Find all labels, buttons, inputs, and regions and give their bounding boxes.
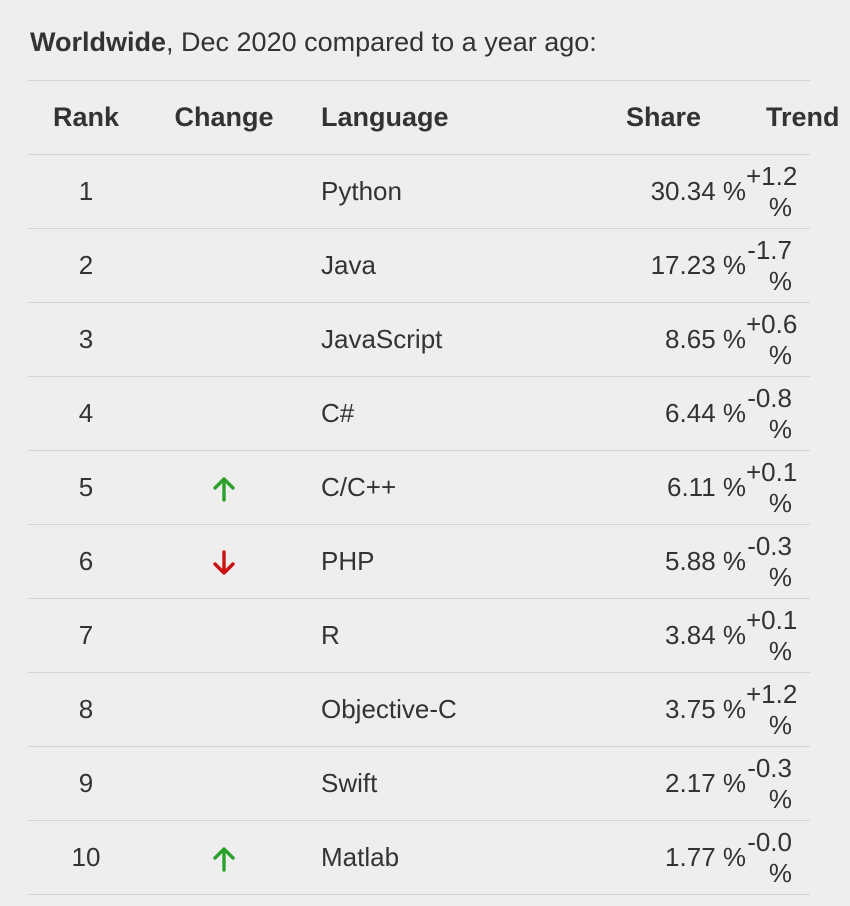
trend-cell: -0.8 % <box>746 376 810 451</box>
change-cell <box>144 598 304 673</box>
change-cell <box>144 228 304 303</box>
share-cell: 30.34 % <box>521 154 746 229</box>
header-trend: Trend <box>746 80 840 155</box>
table-row: 3 JavaScript 8.65 % +0.6 % <box>28 302 810 377</box>
table-row: 6 PHP 5.88 % -0.3 % <box>28 524 810 599</box>
language-cell: PHP <box>304 524 521 599</box>
change-cell <box>144 672 304 747</box>
arrow-up-icon <box>212 476 236 502</box>
trend-cell: +0.1 % <box>746 598 810 673</box>
table-row: 5 C/C++ 6.11 % +0.1 % <box>28 450 810 525</box>
table-caption: Worldwide, Dec 2020 compared to a year a… <box>30 26 597 58</box>
rank-cell: 6 <box>28 524 144 599</box>
rank-cell: 1 <box>28 154 144 229</box>
share-cell: 8.65 % <box>521 302 746 377</box>
share-cell: 3.84 % <box>521 598 746 673</box>
trend-cell: +0.1 % <box>746 450 810 525</box>
share-cell: 6.11 % <box>521 450 746 525</box>
table-row: 7 R 3.84 % +0.1 % <box>28 598 810 673</box>
table-body: 1 Python 30.34 % +1.2 % 2 Java 17.23 % -1.7 % 3 J… <box>28 154 810 895</box>
language-cell: R <box>304 598 521 673</box>
header-rank: Rank <box>28 80 144 155</box>
language-cell: C# <box>304 376 521 451</box>
table-row: 9 Swift 2.17 % -0.3 % <box>28 746 810 821</box>
language-cell: JavaScript <box>304 302 521 377</box>
trend-cell: -0.3 % <box>746 746 810 821</box>
trend-cell: -1.7 % <box>746 228 810 303</box>
language-cell: Objective-C <box>304 672 521 747</box>
table-row: 10 Matlab 1.77 % -0.0 % <box>28 820 810 895</box>
table-row: 8 Objective-C 3.75 % +1.2 % <box>28 672 810 747</box>
table-row: 1 Python 30.34 % +1.2 % <box>28 154 810 229</box>
header-language: Language <box>304 80 521 155</box>
rank-cell: 5 <box>28 450 144 525</box>
rank-cell: 2 <box>28 228 144 303</box>
trend-cell: -0.0 % <box>746 820 810 895</box>
change-cell <box>144 376 304 451</box>
change-cell <box>144 302 304 377</box>
table-row: 4 C# 6.44 % -0.8 % <box>28 376 810 451</box>
arrow-up-icon <box>212 846 236 872</box>
language-ranking-table: Rank Change Language Share Trend 1 Python… <box>28 80 840 895</box>
caption-text: , Dec 2020 compared to a year ago: <box>166 27 597 57</box>
change-cell <box>144 450 304 525</box>
rank-cell: 4 <box>28 376 144 451</box>
arrow-down-icon <box>212 550 236 576</box>
change-cell <box>144 820 304 895</box>
table-header-row: Rank Change Language Share Trend <box>28 80 840 155</box>
language-cell: Swift <box>304 746 521 821</box>
share-cell: 2.17 % <box>521 746 746 821</box>
language-cell: Java <box>304 228 521 303</box>
share-cell: 1.77 % <box>521 820 746 895</box>
share-cell: 3.75 % <box>521 672 746 747</box>
rank-cell: 3 <box>28 302 144 377</box>
header-change: Change <box>144 80 304 155</box>
table-row: 2 Java 17.23 % -1.7 % <box>28 228 810 303</box>
change-cell <box>144 746 304 821</box>
language-cell: Python <box>304 154 521 229</box>
header-share: Share <box>521 80 746 155</box>
trend-cell: +1.2 % <box>746 154 810 229</box>
share-cell: 17.23 % <box>521 228 746 303</box>
rank-cell: 8 <box>28 672 144 747</box>
share-cell: 6.44 % <box>521 376 746 451</box>
rank-cell: 9 <box>28 746 144 821</box>
trend-cell: +1.2 % <box>746 672 810 747</box>
share-cell: 5.88 % <box>521 524 746 599</box>
language-cell: Matlab <box>304 820 521 895</box>
change-cell <box>144 524 304 599</box>
rank-cell: 10 <box>28 820 144 895</box>
trend-cell: +0.6 % <box>746 302 810 377</box>
caption-region: Worldwide <box>30 27 167 57</box>
rank-cell: 7 <box>28 598 144 673</box>
trend-cell: -0.3 % <box>746 524 810 599</box>
change-cell <box>144 154 304 229</box>
language-cell: C/C++ <box>304 450 521 525</box>
